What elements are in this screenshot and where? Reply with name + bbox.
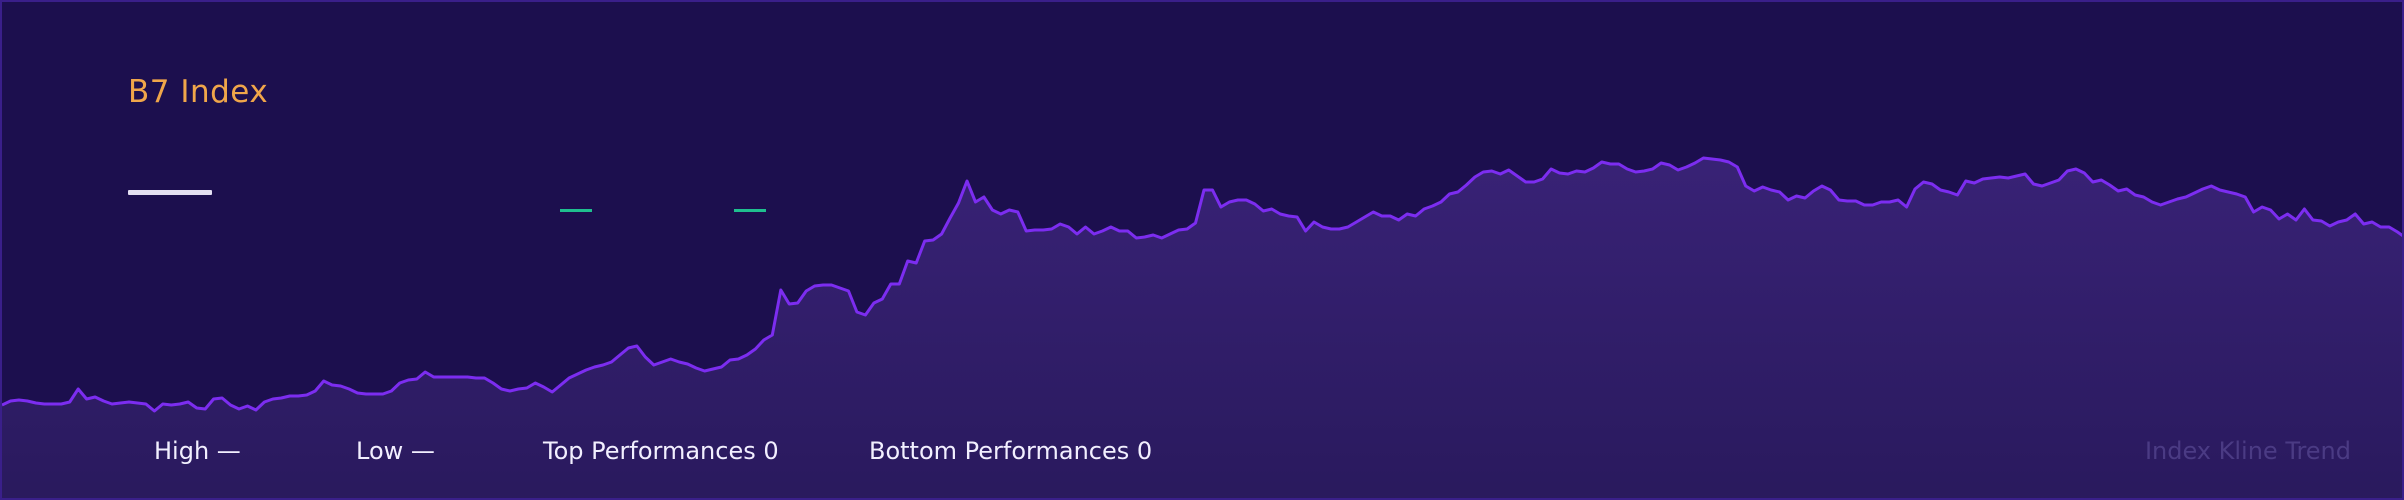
- top-performances-stat: Top Performances 0: [543, 437, 779, 465]
- price-placeholder: [128, 190, 212, 195]
- change-down-placeholder: [734, 209, 766, 212]
- chart-title: B7 Index: [128, 74, 269, 110]
- change-up-placeholder: [560, 209, 592, 212]
- bottom-performances-stat: Bottom Performances 0: [869, 437, 1153, 465]
- area-fill: [2, 158, 2402, 498]
- series-line: [2, 156, 2402, 413]
- index-kline-trend-link[interactable]: Index Kline Trend: [2144, 437, 2351, 465]
- high-stat: High —: [154, 437, 241, 465]
- low-stat: Low —: [356, 437, 435, 465]
